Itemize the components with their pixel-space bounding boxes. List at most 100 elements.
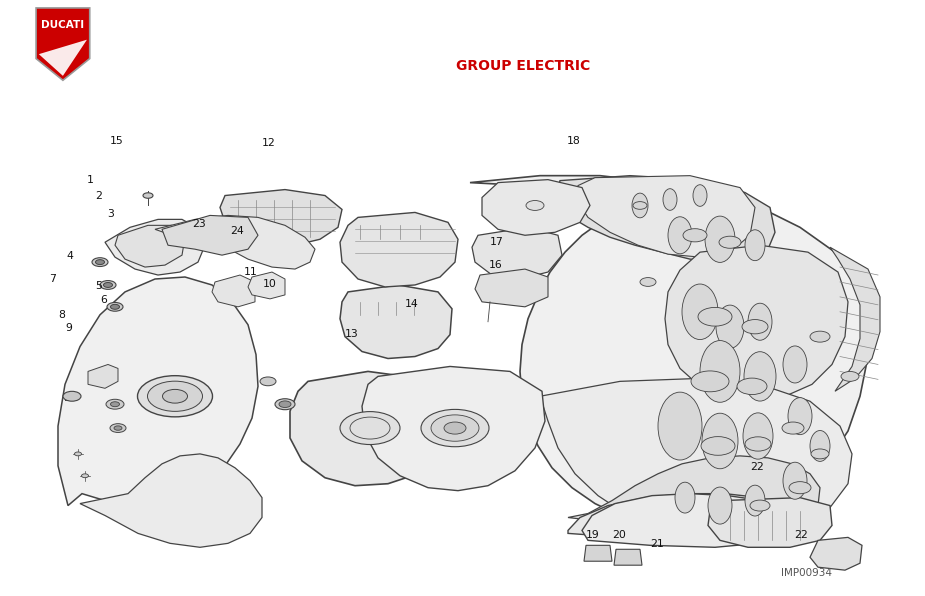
Ellipse shape	[675, 482, 695, 513]
Polygon shape	[248, 272, 285, 299]
Ellipse shape	[658, 392, 702, 460]
Polygon shape	[162, 215, 258, 255]
Ellipse shape	[633, 201, 647, 209]
Ellipse shape	[431, 415, 479, 441]
Ellipse shape	[708, 487, 732, 524]
Polygon shape	[472, 227, 562, 279]
Ellipse shape	[737, 378, 767, 395]
Text: 8: 8	[58, 310, 66, 319]
Ellipse shape	[682, 284, 718, 340]
Text: 3: 3	[107, 209, 115, 219]
Text: DRAWING 18A - ENGINE CONTROL UNIT [MOD:M 1200S]: DRAWING 18A - ENGINE CONTROL UNIT [MOD:M…	[229, 21, 816, 41]
Ellipse shape	[788, 398, 812, 434]
Ellipse shape	[421, 409, 489, 447]
Text: 24: 24	[230, 226, 243, 237]
Ellipse shape	[719, 236, 741, 249]
Polygon shape	[105, 219, 205, 275]
Ellipse shape	[668, 217, 692, 254]
Polygon shape	[58, 277, 258, 505]
Polygon shape	[576, 176, 755, 257]
Polygon shape	[540, 378, 852, 538]
Ellipse shape	[100, 281, 116, 289]
Ellipse shape	[783, 462, 807, 499]
Ellipse shape	[683, 229, 707, 242]
Ellipse shape	[702, 413, 738, 468]
Polygon shape	[290, 371, 450, 486]
Ellipse shape	[782, 422, 804, 434]
Ellipse shape	[92, 257, 108, 266]
Ellipse shape	[63, 392, 81, 401]
Polygon shape	[362, 367, 545, 491]
Text: 11: 11	[244, 267, 257, 277]
Ellipse shape	[705, 216, 735, 262]
Ellipse shape	[81, 474, 89, 477]
Polygon shape	[212, 275, 255, 307]
Text: 22: 22	[750, 461, 763, 471]
Text: 5: 5	[95, 281, 103, 291]
Polygon shape	[584, 545, 612, 561]
Polygon shape	[470, 176, 868, 526]
Ellipse shape	[75, 452, 81, 456]
Text: 1: 1	[87, 175, 94, 185]
Ellipse shape	[95, 260, 105, 265]
Text: IMP00934: IMP00934	[781, 568, 832, 578]
Ellipse shape	[110, 424, 126, 433]
Text: 23: 23	[192, 219, 205, 229]
Polygon shape	[220, 190, 342, 245]
Text: DUCATI: DUCATI	[42, 20, 84, 30]
Text: 6: 6	[100, 296, 107, 306]
Text: 2: 2	[95, 191, 103, 201]
Text: 15: 15	[110, 135, 123, 145]
Ellipse shape	[700, 340, 740, 402]
Ellipse shape	[744, 352, 776, 401]
Ellipse shape	[444, 422, 466, 434]
Ellipse shape	[745, 437, 771, 451]
Polygon shape	[568, 493, 790, 544]
Text: 12: 12	[262, 138, 275, 148]
Ellipse shape	[789, 482, 811, 493]
Text: GROUP ELECTRIC: GROUP ELECTRIC	[455, 59, 590, 73]
Ellipse shape	[110, 305, 119, 309]
Ellipse shape	[275, 399, 295, 409]
Ellipse shape	[745, 230, 765, 260]
Polygon shape	[88, 365, 118, 389]
Ellipse shape	[640, 278, 656, 286]
Ellipse shape	[110, 402, 119, 406]
Ellipse shape	[783, 346, 807, 383]
Ellipse shape	[841, 371, 859, 381]
Ellipse shape	[748, 303, 772, 340]
Polygon shape	[830, 247, 880, 392]
Text: 20: 20	[612, 530, 626, 540]
Ellipse shape	[260, 377, 276, 386]
Polygon shape	[80, 454, 262, 547]
Polygon shape	[340, 212, 458, 287]
Ellipse shape	[698, 308, 732, 326]
Polygon shape	[115, 225, 185, 267]
Ellipse shape	[163, 389, 188, 403]
Ellipse shape	[107, 302, 123, 311]
Text: 21: 21	[650, 539, 663, 549]
Text: 18: 18	[567, 136, 580, 146]
Ellipse shape	[745, 485, 765, 516]
Ellipse shape	[526, 200, 544, 210]
Text: 7: 7	[49, 274, 56, 284]
Ellipse shape	[632, 193, 648, 218]
Polygon shape	[482, 179, 590, 235]
Ellipse shape	[742, 319, 768, 334]
Polygon shape	[614, 550, 642, 565]
Ellipse shape	[750, 500, 770, 511]
Text: 17: 17	[490, 237, 503, 247]
Ellipse shape	[147, 381, 203, 411]
Ellipse shape	[106, 399, 124, 409]
Polygon shape	[555, 176, 775, 262]
Ellipse shape	[143, 193, 153, 198]
Ellipse shape	[701, 437, 735, 455]
Text: 9: 9	[65, 324, 72, 333]
Ellipse shape	[743, 413, 773, 459]
Ellipse shape	[810, 331, 830, 342]
Ellipse shape	[138, 375, 213, 417]
Polygon shape	[475, 269, 548, 307]
Text: 13: 13	[345, 329, 358, 339]
Ellipse shape	[811, 449, 829, 459]
Text: 4: 4	[67, 251, 74, 261]
